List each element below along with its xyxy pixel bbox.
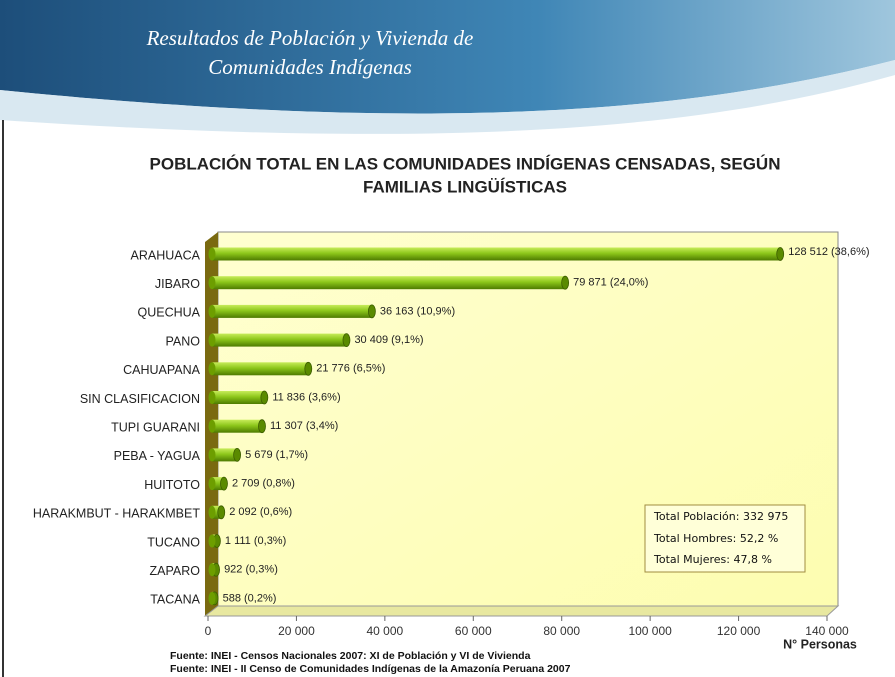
value-label: 30 409 (9,1%): [354, 334, 423, 346]
bar: [212, 304, 372, 318]
value-label: 128 512 (38,6%): [788, 246, 869, 258]
category-label: ZAPARO: [150, 564, 201, 578]
summary-text: Total Población: 332 975: [653, 510, 788, 523]
value-label: 11 836 (3,6%): [272, 391, 340, 403]
summary-box: [644, 504, 806, 573]
category-label: TUPI GUARANI: [111, 420, 200, 434]
bar-start: [208, 362, 216, 376]
category-label: HUITOTO: [144, 478, 200, 492]
bar-end: [342, 333, 351, 348]
bar: [212, 333, 347, 347]
bar-end: [258, 419, 266, 434]
value-label: 2 092 (0,6%): [229, 506, 292, 518]
header-title: Comunidades Indígenas: [208, 55, 412, 79]
value-label: 5 679 (1,7%): [245, 449, 308, 461]
bar-start: [208, 391, 216, 404]
category-label: QUECHUA: [137, 306, 200, 320]
bar-end: [561, 275, 570, 290]
bar-end: [220, 476, 228, 491]
bar: [212, 505, 222, 519]
value-label: 79 871 (24,0%): [573, 277, 648, 289]
source: Fuente: INEI - II Censo de Comunidades I…: [170, 663, 571, 675]
bar: [212, 276, 566, 290]
bar-start: [208, 419, 216, 433]
x-tick-label: 120 000: [717, 624, 761, 638]
category-label: PANO: [166, 334, 201, 348]
plot-floor: [203, 605, 840, 617]
value-label: 922 (0,3%): [224, 564, 278, 576]
bar: [212, 477, 224, 491]
category-label: TACANA: [150, 593, 200, 607]
value-label: 588 (0,2%): [223, 592, 277, 604]
source: Fuente: INEI - Censos Nacionales 2007: X…: [170, 650, 531, 662]
category-label: PEBA - YAGUA: [114, 449, 201, 463]
bar-start: [208, 477, 216, 491]
bar-end: [367, 304, 376, 319]
chart-title: POBLACIÓN TOTAL EN LAS COMUNIDADES INDÍG…: [150, 154, 781, 173]
category-label: HARAKMBUT - HARAKMBET: [33, 507, 201, 521]
header-wave: [0, 60, 895, 134]
header-banner: [0, 0, 895, 114]
x-tick-label: 60 000: [455, 624, 492, 638]
summary-text: Total Mujeres: 47,8 %: [653, 553, 772, 566]
x-tick-label: 0: [205, 624, 212, 638]
bar-end: [304, 361, 313, 376]
bar-start: [208, 591, 216, 605]
bar-start: [208, 333, 216, 347]
bar-start: [208, 563, 216, 577]
bar: [212, 448, 238, 462]
x-tick-label: 20 000: [278, 624, 315, 638]
bar-end: [217, 505, 226, 520]
value-label: 36 163 (10,9%): [380, 305, 455, 317]
bar-start: [208, 247, 216, 261]
bar-start: [208, 276, 216, 290]
category-label: SIN CLASIFICACION: [80, 392, 200, 406]
category-label: TUCANO: [147, 535, 200, 549]
category-label: ARAHUACA: [131, 248, 201, 262]
x-axis-label: N° Personas: [783, 637, 857, 651]
bar: [212, 391, 265, 404]
bar: [212, 362, 309, 376]
x-tick-label: 140 000: [805, 624, 849, 638]
bar-start: [208, 505, 216, 519]
x-tick-label: 80 000: [543, 624, 580, 638]
value-label: 11 307 (3,4%): [270, 420, 338, 432]
header-title: Resultados de Población y Vivienda de: [146, 26, 474, 50]
bar-end: [233, 447, 242, 462]
chart-title: FAMILIAS LINGÜÍSTICAS: [363, 177, 567, 196]
value-label: 1 111 (0,3%): [225, 535, 286, 547]
bar-end: [776, 247, 785, 261]
x-tick-label: 40 000: [367, 624, 404, 638]
bar-start: [208, 448, 216, 462]
bar: [212, 419, 262, 433]
bar-end: [260, 390, 269, 405]
x-tick-label: 100 000: [628, 624, 672, 638]
summary-text: Total Hombres: 52,2 %: [653, 532, 778, 545]
bar-start: [208, 304, 216, 318]
value-label: 21 776 (6,5%): [316, 363, 385, 375]
bar-start: [208, 534, 216, 548]
bar: [212, 247, 781, 261]
category-label: CAHUAPANA: [123, 363, 201, 377]
category-label: JIBARO: [155, 277, 200, 291]
value-label: 2 709 (0,8%): [232, 478, 295, 490]
